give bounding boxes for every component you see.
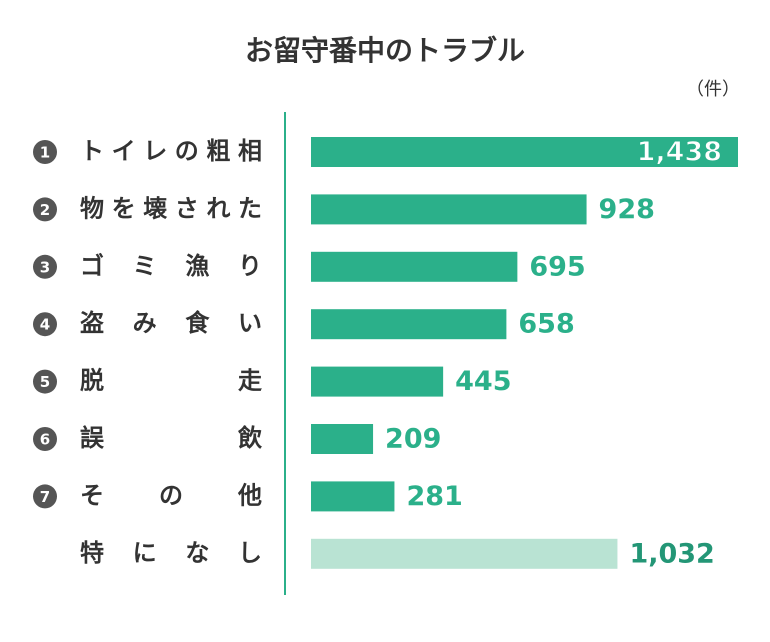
rank-badge [33, 427, 57, 451]
category-label: 物を壊された [80, 194, 262, 222]
value-label: 1,032 [629, 538, 714, 569]
bar [311, 366, 444, 397]
rank-badge [33, 197, 57, 222]
value-label: 928 [599, 194, 655, 225]
category-label: ゴミ漁り [80, 252, 262, 280]
chart-title: お留守番中のトラブル [245, 34, 525, 67]
rank-number: 5 [40, 373, 50, 391]
rank-number: 3 [40, 258, 50, 276]
bar [311, 481, 395, 512]
bar [311, 538, 618, 569]
rank-badge [33, 140, 57, 164]
value-label: 695 [529, 251, 585, 282]
rank-number: 6 [40, 431, 50, 449]
category-label: その他 [80, 481, 262, 509]
bar [311, 251, 518, 282]
bar [311, 137, 738, 167]
rank-number: 7 [40, 488, 50, 506]
rank-number: 1 [40, 144, 50, 162]
category-label: 脱走 [80, 367, 262, 395]
value-label: 1,438 [637, 137, 722, 168]
category-label: トイレの粗相 [80, 137, 262, 165]
category-label: 盗み食い [80, 309, 262, 337]
category-label: 特になし [80, 539, 262, 567]
value-label: 658 [518, 309, 574, 340]
rank-badge [33, 312, 57, 337]
rank-badge [33, 254, 57, 279]
category-label: 誤飲 [80, 424, 263, 452]
value-label: 281 [406, 481, 462, 512]
rank-number: 2 [40, 201, 50, 219]
rank-number: 4 [40, 316, 50, 334]
value-label: 445 [455, 366, 511, 397]
bar [311, 194, 587, 225]
value-label: 209 [385, 424, 441, 455]
bar [311, 309, 507, 340]
rank-badge [33, 369, 57, 394]
rank-badge [33, 484, 57, 509]
unit-label: （件） [686, 79, 740, 100]
bar [311, 424, 374, 454]
